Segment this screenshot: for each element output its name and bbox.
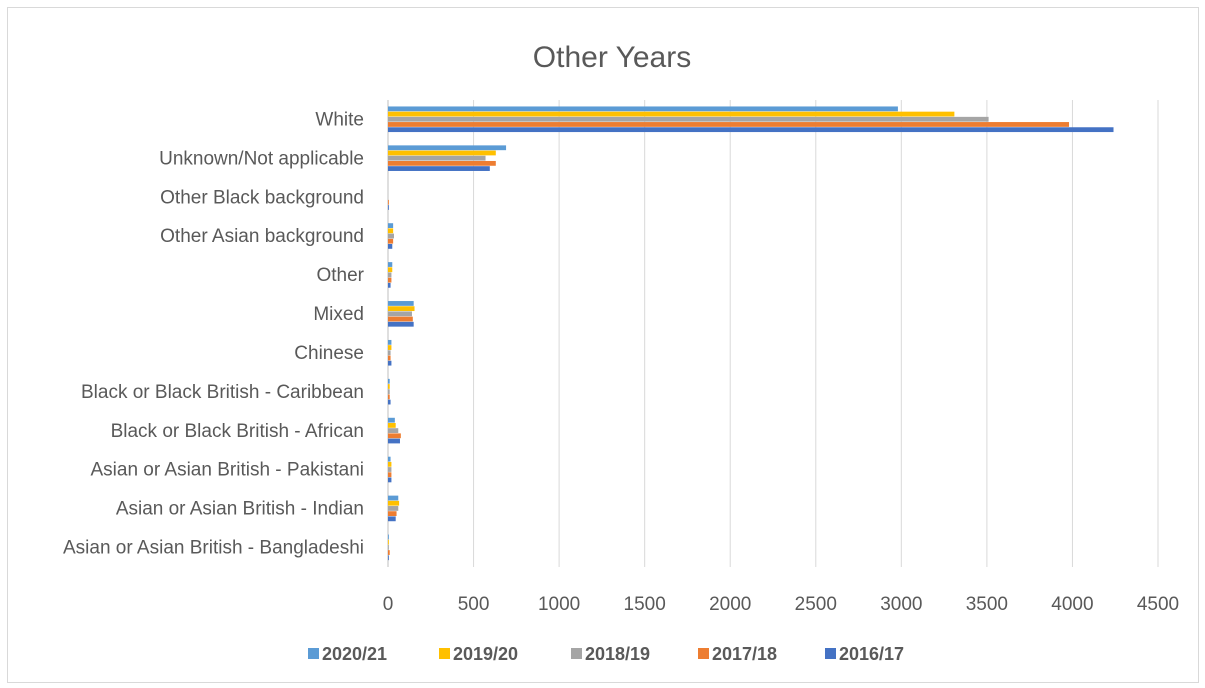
- gridlines: [387, 100, 1159, 567]
- bar: [388, 127, 1114, 133]
- bar: [388, 106, 898, 112]
- bar: [388, 384, 390, 389]
- bar: [388, 166, 490, 171]
- bar: [388, 422, 396, 428]
- bar: [388, 461, 392, 467]
- legend-swatch: [571, 648, 582, 659]
- bar: [388, 350, 391, 356]
- category-label: Chinese: [294, 343, 364, 364]
- bar: [388, 122, 1070, 127]
- bar: [388, 244, 393, 249]
- bar: [388, 145, 507, 151]
- bar: [388, 238, 394, 244]
- x-tick-labels: 0 500 1000 1500 2000 2500 3000 3500 4000 4500: [383, 594, 1179, 615]
- bar: [388, 500, 400, 506]
- bar: [388, 428, 399, 433]
- x-tick-label: 0: [383, 594, 394, 615]
- bar: [388, 205, 389, 210]
- bar: [388, 495, 399, 501]
- x-tick-label: 1000: [538, 594, 580, 615]
- bar: [388, 438, 400, 444]
- category-label: White: [315, 109, 364, 130]
- bar: [388, 539, 389, 545]
- bar: [388, 233, 394, 239]
- x-tick-label: 2000: [709, 594, 751, 615]
- bar: [388, 550, 390, 555]
- bar: [388, 506, 399, 511]
- legend-swatch: [825, 648, 836, 659]
- bar: [388, 511, 397, 517]
- x-tick-label: 3000: [880, 594, 922, 615]
- bar: [388, 316, 413, 322]
- legend: 2020/21 2019/20 2018/19 2017/18 2016/17: [308, 644, 904, 664]
- chart-title: Other Years: [533, 41, 691, 74]
- bar: [388, 544, 389, 550]
- bar: [388, 399, 391, 405]
- category-labels: White Unknown/Not applicable Other Black b…: [63, 109, 365, 558]
- bar: [388, 534, 389, 540]
- x-tick-label: 500: [458, 594, 490, 615]
- bar: [388, 394, 390, 400]
- bar: [388, 223, 394, 229]
- bar: [388, 378, 390, 384]
- category-label: Asian or Asian British - Pakistani: [90, 460, 364, 481]
- category-label: Mixed: [313, 304, 364, 325]
- bar: [388, 160, 496, 166]
- bar: [388, 272, 392, 278]
- bar: [388, 116, 989, 122]
- category-label: Asian or Asian British - Indian: [116, 499, 364, 520]
- legend-label: 2016/17: [839, 644, 904, 664]
- category-label: Black or Black British - Caribbean: [81, 382, 364, 403]
- bar: [388, 433, 401, 439]
- bar: [388, 111, 955, 117]
- bar: [388, 345, 392, 350]
- bar: [388, 555, 389, 561]
- bar: [388, 277, 392, 283]
- bar: [388, 472, 392, 478]
- bar: [388, 301, 414, 306]
- bar: [388, 306, 415, 312]
- category-label: Other: [316, 265, 364, 286]
- bar: [388, 360, 392, 366]
- bar: [388, 282, 391, 288]
- category-label: Black or Black British - African: [111, 421, 364, 442]
- x-tick-label: 2500: [795, 594, 837, 615]
- bar: [388, 467, 392, 472]
- category-label: Other Black background: [160, 187, 364, 208]
- bar: [388, 477, 392, 483]
- bar: [388, 228, 394, 234]
- category-label: Asian or Asian British - Bangladeshi: [63, 538, 364, 559]
- category-label: Unknown/Not applicable: [159, 148, 364, 169]
- x-tick-label: 4500: [1137, 594, 1179, 615]
- legend-label: 2017/18: [712, 644, 777, 664]
- bar: [388, 311, 412, 317]
- bar: [388, 417, 395, 423]
- x-tick-label: 3500: [966, 594, 1008, 615]
- legend-label: 2018/19: [585, 644, 650, 664]
- bar: [388, 456, 391, 462]
- legend-label: 2020/21: [322, 644, 387, 664]
- bar: [388, 389, 390, 395]
- bar: [388, 199, 389, 205]
- bar: [388, 267, 393, 273]
- x-tick-label: 4000: [1051, 594, 1093, 615]
- legend-swatch: [439, 648, 450, 659]
- legend-label: 2019/20: [453, 644, 518, 664]
- bar: [388, 262, 393, 267]
- legend-swatch: [308, 648, 319, 659]
- bar: [388, 155, 486, 161]
- bars-group: [388, 106, 1114, 561]
- bar: [388, 516, 396, 522]
- bar: [388, 355, 391, 361]
- bar: [388, 150, 496, 156]
- bar: [388, 339, 392, 345]
- legend-swatch: [698, 648, 709, 659]
- x-tick-label: 1500: [624, 594, 666, 615]
- category-label: Other Asian background: [160, 226, 364, 247]
- bar: [388, 321, 414, 327]
